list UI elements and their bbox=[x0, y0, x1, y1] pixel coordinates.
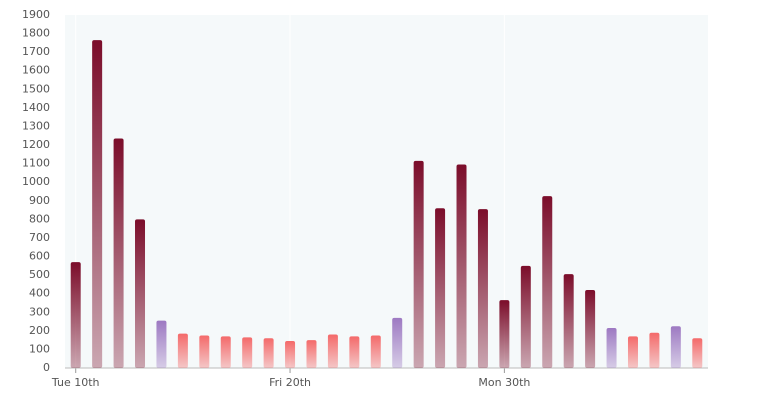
y-tick-label: 200 bbox=[29, 324, 50, 337]
y-tick-label: 900 bbox=[29, 194, 50, 207]
bar bbox=[220, 336, 231, 368]
bar bbox=[413, 160, 424, 368]
y-tick-label: 300 bbox=[29, 305, 50, 318]
y-tick-label: 700 bbox=[29, 231, 50, 244]
y-tick-label: 1900 bbox=[22, 8, 50, 21]
bar bbox=[370, 335, 381, 368]
y-tick-label: 1800 bbox=[22, 27, 50, 40]
y-tick-label: 1000 bbox=[22, 175, 50, 188]
bar bbox=[92, 40, 103, 369]
x-tick-label: Mon 30th bbox=[478, 376, 530, 389]
bar bbox=[156, 320, 167, 368]
bar bbox=[563, 274, 574, 368]
y-tick-label: 1100 bbox=[22, 157, 50, 170]
y-tick-label: 1200 bbox=[22, 138, 50, 151]
bar bbox=[177, 333, 188, 368]
bar bbox=[627, 336, 638, 368]
bar bbox=[113, 138, 124, 368]
bar bbox=[242, 337, 253, 368]
y-tick-label: 1500 bbox=[22, 82, 50, 95]
bar bbox=[670, 326, 681, 368]
bar bbox=[520, 265, 531, 368]
bar bbox=[585, 289, 596, 368]
x-tick-label: Tue 10th bbox=[51, 376, 100, 389]
y-tick-label: 400 bbox=[29, 287, 50, 300]
y-tick-label: 100 bbox=[29, 342, 50, 355]
bar bbox=[199, 335, 210, 368]
y-tick-label: 1300 bbox=[22, 119, 50, 132]
bar bbox=[477, 209, 488, 368]
bar bbox=[542, 196, 553, 368]
bar bbox=[392, 317, 403, 368]
y-tick-label: 0 bbox=[43, 361, 50, 374]
bar bbox=[263, 338, 274, 368]
bar bbox=[435, 208, 446, 368]
y-tick-label: 600 bbox=[29, 250, 50, 263]
y-tick-label: 1700 bbox=[22, 45, 50, 58]
bar bbox=[456, 164, 467, 368]
y-tick-label: 800 bbox=[29, 212, 50, 225]
y-tick-label: 1400 bbox=[22, 101, 50, 114]
bar bbox=[349, 336, 360, 368]
bar bbox=[649, 332, 660, 368]
bar bbox=[606, 328, 617, 368]
bar bbox=[499, 300, 510, 368]
bar bbox=[285, 341, 296, 368]
y-tick-label: 500 bbox=[29, 268, 50, 281]
bar bbox=[135, 219, 146, 368]
bar bbox=[70, 262, 81, 368]
y-tick-label: 1600 bbox=[22, 64, 50, 77]
bar bbox=[306, 340, 317, 368]
bar bbox=[692, 338, 703, 368]
bar bbox=[327, 334, 338, 368]
x-tick-label: Fri 20th bbox=[269, 376, 311, 389]
plot-area bbox=[65, 15, 708, 368]
